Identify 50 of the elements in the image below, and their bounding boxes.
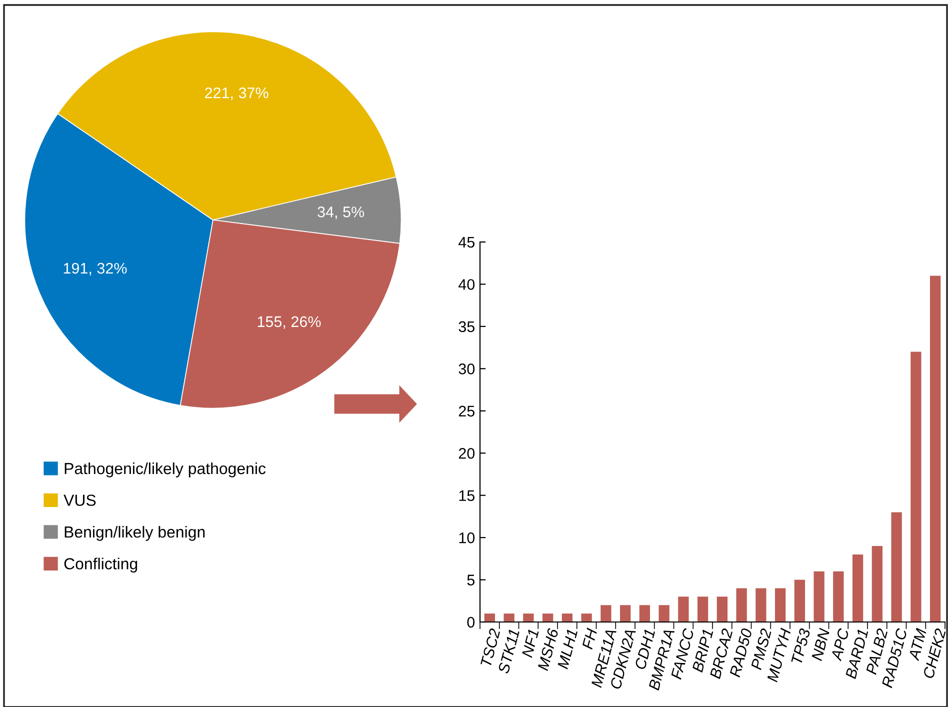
x-tick-label: RAD50	[729, 628, 752, 678]
legend-label: Conflicting	[64, 558, 138, 573]
bar	[639, 605, 650, 622]
bar	[794, 580, 806, 622]
x-tick-label: TSC2	[480, 628, 500, 667]
bar	[833, 571, 844, 622]
bar	[872, 546, 883, 622]
bar	[523, 614, 534, 622]
bar	[484, 614, 496, 622]
bar	[697, 596, 708, 622]
y-tick-label: 20	[458, 448, 475, 459]
y-tick-label: 25	[458, 406, 474, 417]
data-label: 221, 37%	[205, 87, 268, 100]
bar	[600, 605, 612, 622]
bar	[736, 588, 747, 622]
y-tick-label: 40	[458, 279, 475, 290]
y-tick-label: 30	[458, 364, 475, 374]
bar	[542, 614, 554, 622]
bar	[774, 588, 786, 622]
bar	[891, 512, 902, 622]
data-label: 155, 26%	[258, 316, 321, 329]
data-label: 191, 32%	[64, 262, 127, 276]
y-tick-label: 15	[459, 490, 474, 502]
bar	[852, 554, 864, 622]
bar	[814, 571, 824, 622]
bar	[504, 614, 514, 622]
bar	[562, 614, 573, 622]
bar	[658, 605, 670, 622]
bar	[910, 352, 922, 622]
legend-label: VUS	[64, 494, 96, 506]
y-tick-label: 45	[458, 237, 474, 248]
y-tick-label: 10	[459, 532, 475, 544]
x-tick-label: MLH1	[557, 628, 578, 670]
bar	[716, 596, 728, 622]
x-tick-label: NBN	[811, 628, 830, 662]
bar	[581, 614, 592, 622]
bar	[678, 596, 689, 622]
x-tick-label: MSH6	[537, 628, 559, 672]
legend-label: Benign/likely benign	[64, 526, 205, 541]
x-tick-label: TP53	[790, 628, 810, 664]
y-tick-label: 0	[467, 616, 475, 628]
legend-label: Pathogenic/likely pathogenic	[64, 462, 266, 478]
x-tick-label: NF1	[522, 628, 539, 658]
x-tick-label: STK11	[498, 628, 520, 674]
data-label: 34, 5%	[318, 206, 364, 220]
y-tick-label: 5	[467, 574, 474, 586]
bar	[930, 276, 941, 622]
bar	[620, 605, 631, 622]
bar	[756, 588, 766, 622]
y-tick-label: 35	[458, 321, 474, 332]
